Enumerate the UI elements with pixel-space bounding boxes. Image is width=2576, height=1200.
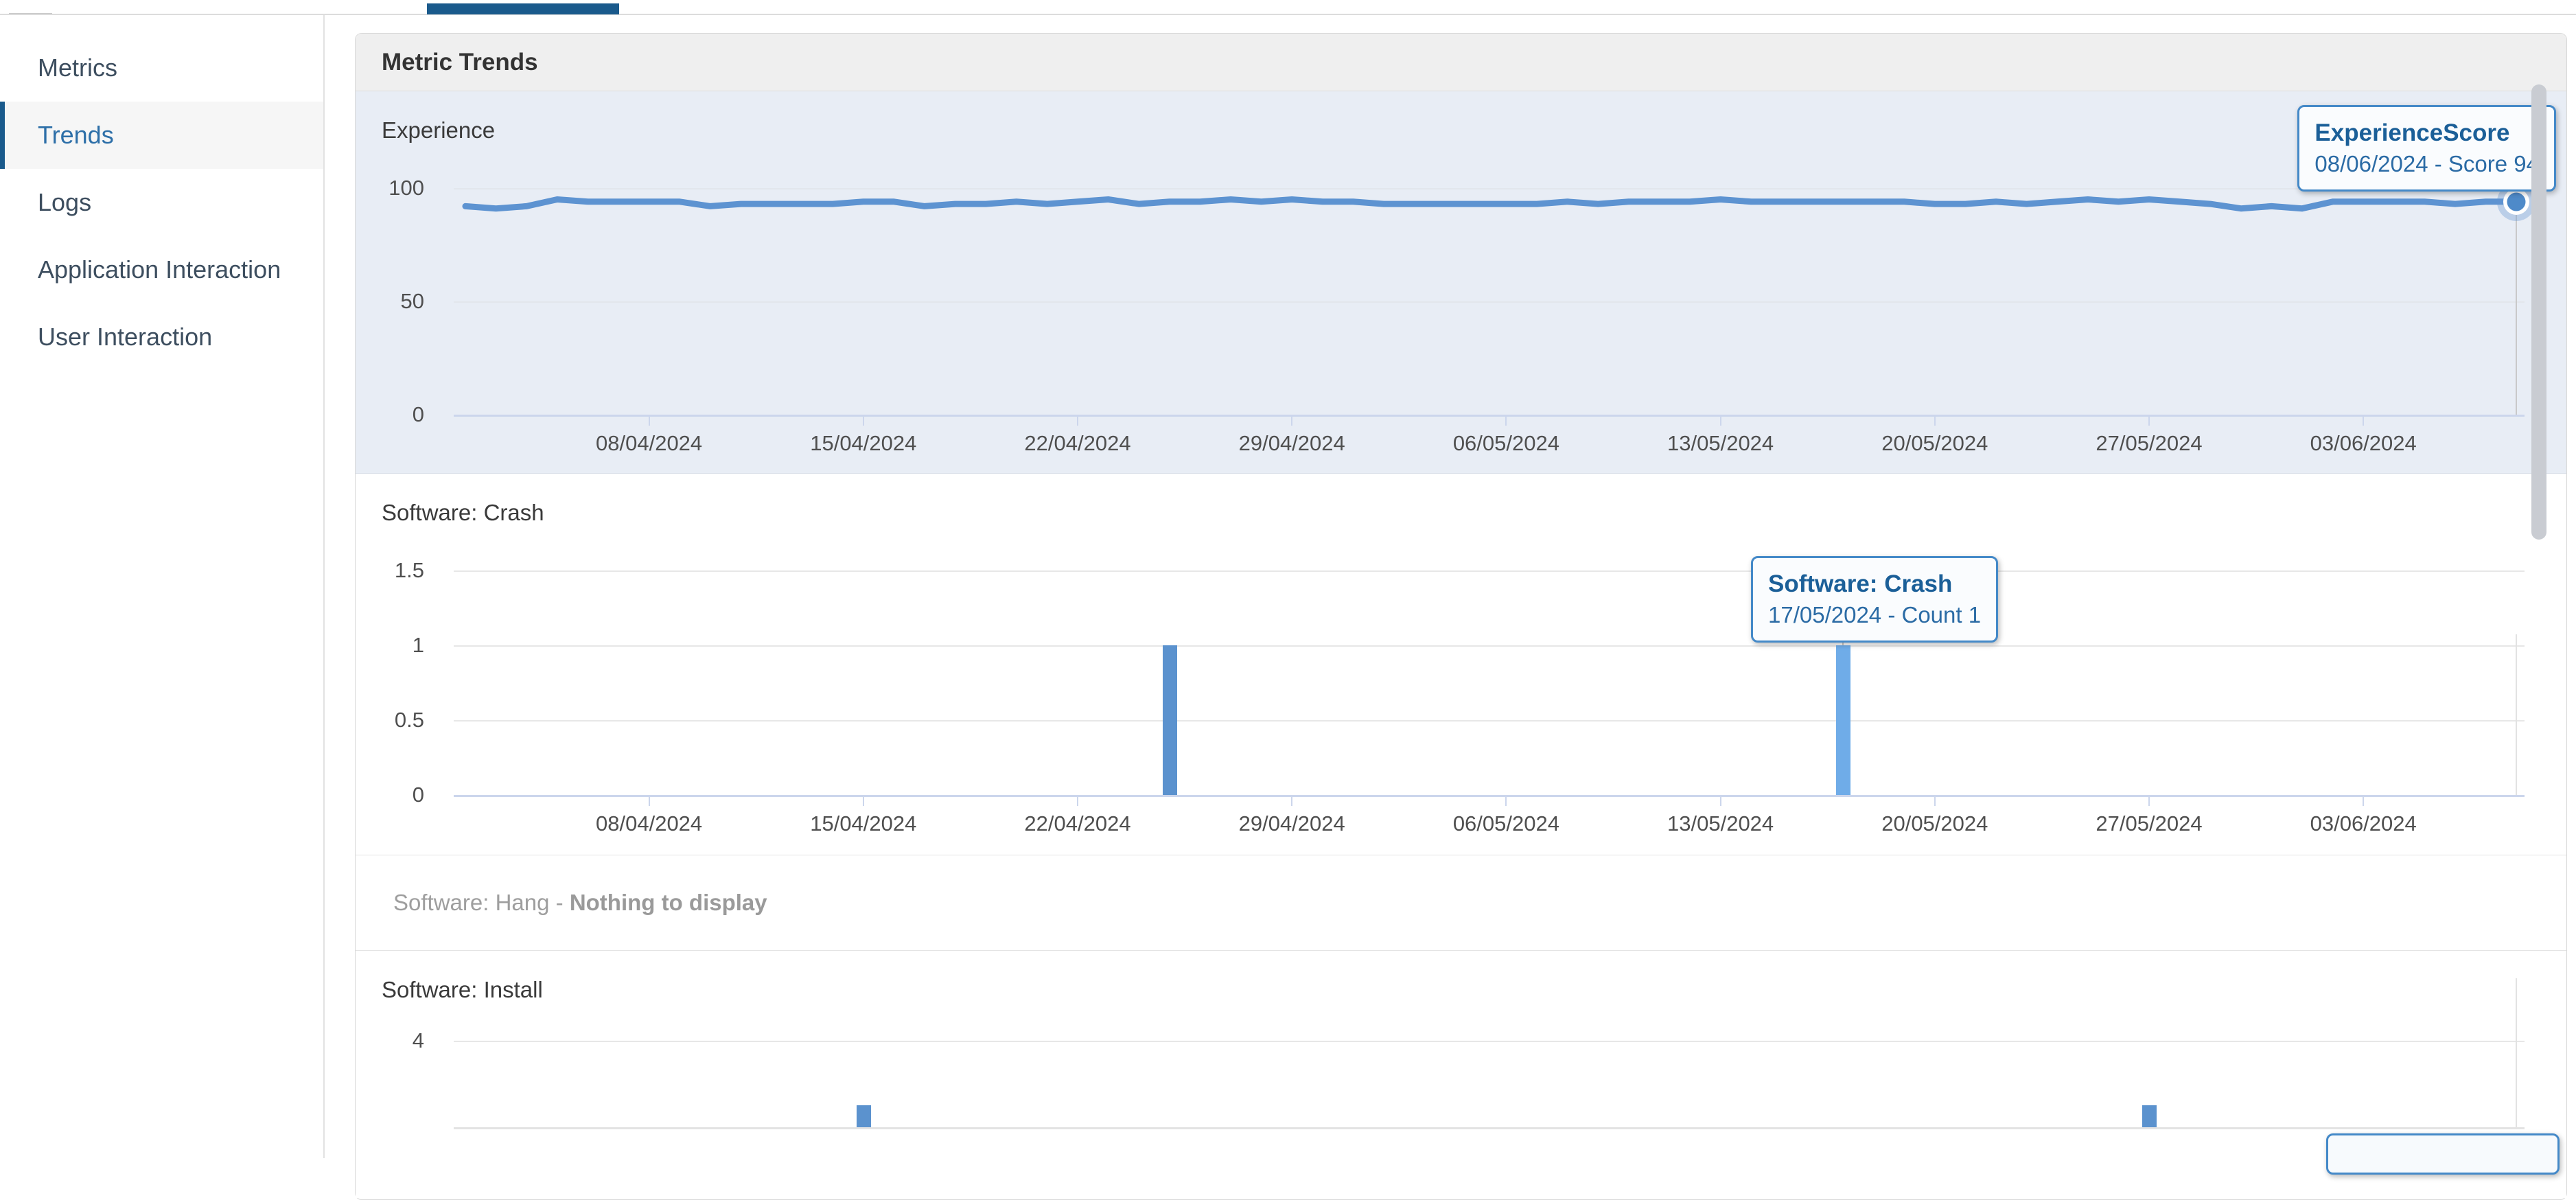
empty-chart-text: Nothing to display [569, 890, 767, 915]
sidebar: Metrics Trends Logs Application Interaction… [0, 15, 325, 1158]
x-axis-label: 22/04/2024 [1024, 811, 1131, 835]
sidebar-item-label: Trends [38, 121, 114, 149]
x-axis-tick [2363, 797, 2365, 806]
tooltip-software-install-partial [2326, 1133, 2560, 1175]
chart-section-experience[interactable]: Experience ExperienceScore 08/06/2024 - … [356, 91, 2566, 474]
sidebar-item-user-interaction[interactable]: User Interaction [0, 303, 323, 371]
x-axis-line [454, 415, 2525, 417]
x-axis-tick [862, 797, 864, 806]
y-axis-label: 1.5 [394, 558, 424, 582]
tooltip-value: 17/05/2024 - Count 1 [1768, 602, 1982, 628]
y-axis-label: 4 [412, 1028, 424, 1052]
vertical-scrollbar-thumb[interactable] [2531, 84, 2546, 540]
chart-bar-15/04/2024[interactable] [856, 1105, 871, 1127]
x-axis-label: 03/06/2024 [2310, 431, 2417, 455]
x-axis-tick [648, 417, 650, 426]
sidebar-item-label: Metrics [38, 54, 117, 82]
x-axis-line [454, 1127, 2525, 1129]
x-axis-label: 08/04/2024 [596, 811, 703, 835]
tab-bar-bottom-border [0, 14, 2576, 15]
gridline [454, 301, 2525, 303]
x-axis-label: 08/04/2024 [596, 431, 703, 455]
x-axis-tick [2148, 417, 2150, 426]
gridline [454, 570, 2525, 572]
x-axis-label: 27/05/2024 [2096, 431, 2203, 455]
card-header: Metric Trends [356, 34, 2566, 91]
x-axis-label: 29/04/2024 [1238, 431, 1345, 455]
gridline [454, 1041, 2525, 1042]
x-axis-label: 13/05/2024 [1667, 431, 1774, 455]
x-axis-tick [1719, 417, 1721, 426]
gridline [454, 188, 2525, 189]
chart-bar-27/05/2024[interactable] [2142, 1105, 2157, 1127]
x-axis-tick [1077, 417, 1078, 426]
x-axis-tick [862, 417, 864, 426]
x-axis-tick [1505, 417, 1507, 426]
x-axis-label: 20/05/2024 [1881, 431, 1988, 455]
linked-crosshair-line [2516, 978, 2518, 1127]
sidebar-item-trends[interactable]: Trends [0, 102, 323, 169]
empty-chart-title: Software: Hang [393, 890, 550, 915]
x-axis-label: 20/05/2024 [1881, 811, 1988, 835]
x-axis-tick [1505, 797, 1507, 806]
y-axis-label: 0 [412, 402, 424, 426]
hovered-data-point[interactable] [2507, 192, 2526, 211]
chart-title-experience: Experience [382, 117, 496, 143]
x-axis-tick [1077, 797, 1078, 806]
x-axis-line [454, 795, 2525, 797]
chart-section-software-crash[interactable]: Software: Crash Software: Crash 17/05/20… [356, 474, 2566, 855]
tooltip-software-crash: Software: Crash 17/05/2024 - Count 1 [1751, 556, 1999, 643]
active-tab-indicator[interactable] [427, 3, 619, 14]
x-axis-tick [648, 797, 650, 806]
sidebar-item-label: Application Interaction [38, 255, 281, 284]
y-axis-label: 0 [412, 783, 424, 807]
linked-crosshair-line [2516, 634, 2518, 795]
chart-title-software-crash: Software: Crash [382, 500, 544, 525]
sidebar-item-label: Logs [38, 188, 92, 216]
y-axis-label: 100 [388, 176, 424, 200]
gridline [454, 720, 2525, 722]
y-axis-label: 1 [412, 633, 424, 657]
x-axis-label: 06/05/2024 [1452, 431, 1559, 455]
x-axis-label: 03/06/2024 [2310, 811, 2417, 835]
chart-bar-17/05/2024[interactable] [1836, 645, 1850, 795]
x-axis-tick [2363, 417, 2365, 426]
x-axis-tick [1934, 797, 1936, 806]
metric-trends-card: Metric Trends Experience ExperienceScore… [355, 33, 2567, 1200]
x-axis-tick [1719, 797, 1721, 806]
x-axis-tick [2148, 797, 2150, 806]
gridline [454, 645, 2525, 647]
x-axis-tick [1291, 417, 1293, 426]
x-axis-tick [1291, 797, 1293, 806]
tooltip-value: 08/06/2024 - Score 94 [2314, 151, 2539, 177]
x-axis-tick [1934, 417, 1936, 426]
y-axis-label: 0.5 [394, 708, 424, 732]
line-series-ExperienceScore [462, 196, 2520, 212]
x-axis-label: 29/04/2024 [1238, 811, 1345, 835]
tooltip-experience: ExperienceScore 08/06/2024 - Score 94 [2297, 105, 2556, 192]
x-axis-label: 13/05/2024 [1667, 811, 1774, 835]
tooltip-title: ExperienceScore [2314, 119, 2510, 146]
chart-section-software-install[interactable]: Software: Install 4 [356, 951, 2566, 1198]
tooltip-title: Software: Crash [1768, 570, 1953, 597]
chart-title-software-install: Software: Install [382, 977, 543, 1002]
sidebar-item-logs[interactable]: Logs [0, 169, 323, 236]
x-axis-label: 22/04/2024 [1024, 431, 1131, 455]
sidebar-item-application-interaction[interactable]: Application Interaction [0, 236, 323, 303]
empty-chart-message: Software: Hang - Nothing to display [393, 890, 767, 916]
x-axis-label: 15/04/2024 [810, 811, 917, 835]
sidebar-item-metrics[interactable]: Metrics [0, 34, 323, 102]
page-title: Metric Trends [382, 48, 538, 76]
x-axis-label: 15/04/2024 [810, 431, 917, 455]
empty-chart-separator: - [555, 890, 570, 915]
hover-crosshair-line [2516, 184, 2518, 415]
sidebar-item-label: User Interaction [38, 323, 213, 351]
x-axis-label: 27/05/2024 [2096, 811, 2203, 835]
y-axis-label: 50 [400, 289, 424, 313]
x-axis-label: 06/05/2024 [1452, 811, 1559, 835]
chart-bar-25/04/2024[interactable] [1162, 645, 1177, 795]
chart-section-software-hang[interactable]: Software: Hang - Nothing to display [356, 855, 2566, 951]
